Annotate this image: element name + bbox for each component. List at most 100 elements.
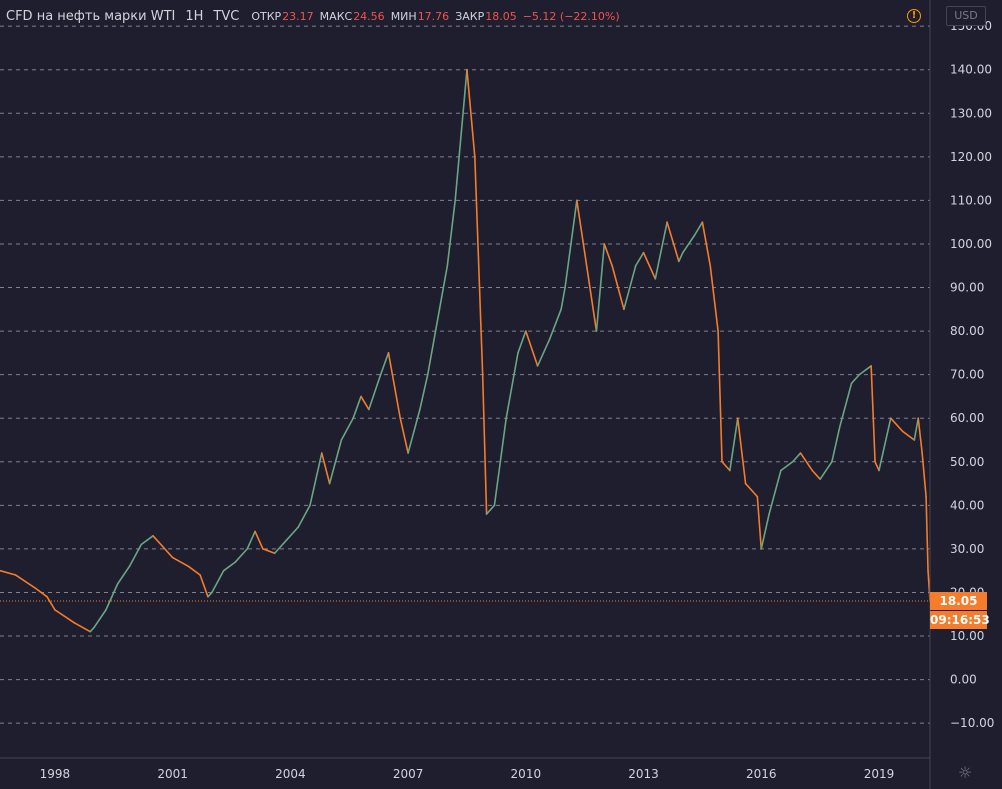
price-segment <box>560 286 566 311</box>
price-segment <box>352 395 362 420</box>
price-segment <box>576 199 586 254</box>
close-value: 18.05 <box>485 9 517 23</box>
price-segment <box>199 574 209 598</box>
price-segment <box>116 565 131 585</box>
price-segment <box>701 221 712 267</box>
price-segment <box>525 330 539 367</box>
price-segment <box>878 417 892 472</box>
price-segment <box>438 264 449 311</box>
price-segment <box>171 556 190 568</box>
x-tick-label: 2004 <box>275 767 306 781</box>
price-segment <box>744 482 759 498</box>
price-segment <box>536 338 551 367</box>
exchange-label: TVC <box>213 8 240 24</box>
price-series <box>0 68 931 633</box>
currency-badge[interactable]: USD <box>946 6 986 26</box>
price-segment <box>811 469 821 480</box>
price-segment <box>297 504 311 528</box>
y-tick-label: 110.00 <box>950 193 992 207</box>
price-segment <box>234 548 249 563</box>
price-segment <box>889 417 904 433</box>
y-tick-label: 130.00 <box>950 106 992 120</box>
x-tick-label: 1998 <box>40 767 71 781</box>
price-segment <box>387 352 402 420</box>
timeframe-label[interactable]: 1H <box>185 8 204 24</box>
price-segment <box>603 243 613 267</box>
price-segment <box>360 395 370 411</box>
y-tick-label: 30.00 <box>950 542 984 556</box>
price-segment <box>89 626 95 633</box>
price-segment <box>721 460 731 472</box>
price-segment <box>768 469 782 515</box>
price-segment <box>485 504 496 515</box>
price-segment <box>505 352 519 420</box>
price-segment <box>466 68 476 158</box>
price-segment <box>623 264 637 311</box>
price-segment <box>921 452 927 498</box>
y-tick-label: 90.00 <box>950 281 984 295</box>
high-label: МАКС <box>319 9 353 23</box>
price-segment <box>709 264 719 332</box>
ohlc-values: ОТКР 23.17 МАКС 24.56 МИН 17.76 ЗАКР 18.… <box>251 10 625 23</box>
price-segment <box>368 373 382 411</box>
price-segment <box>678 251 684 263</box>
gear-icon[interactable]: ☼ <box>957 763 973 782</box>
price-segment <box>901 430 916 441</box>
price-segment <box>309 452 323 507</box>
price-segment <box>128 543 143 568</box>
price-segment <box>273 539 288 555</box>
grid-lines <box>0 25 930 724</box>
price-segment <box>320 452 331 485</box>
price-segment <box>407 408 421 454</box>
price-segment <box>254 530 264 550</box>
price-segment <box>379 352 390 376</box>
price-segment <box>850 373 861 385</box>
price-segment <box>474 156 484 376</box>
price-segment <box>819 460 833 480</box>
y-tick-label: 100.00 <box>950 237 992 251</box>
y-tick-label: 40.00 <box>950 498 984 512</box>
price-segment <box>548 308 562 341</box>
close-label: ЗАКР <box>455 9 485 23</box>
price-segment <box>870 365 876 463</box>
x-tick-label: 2019 <box>864 767 895 781</box>
price-segment <box>838 382 853 428</box>
price-segment <box>152 535 170 555</box>
countdown-label: 09:16:53 <box>930 610 990 629</box>
price-segment <box>207 591 213 598</box>
x-tick-label: 2010 <box>511 767 542 781</box>
price-segment <box>693 221 704 237</box>
y-tick-label: 10.00 <box>950 629 984 643</box>
price-segment <box>791 452 802 463</box>
price-segment <box>73 622 92 633</box>
price-segment <box>666 221 680 263</box>
price-segment <box>642 251 657 280</box>
price-segment <box>0 569 17 576</box>
price-segment <box>105 582 119 611</box>
price-segment <box>595 243 606 332</box>
price-segment <box>46 596 56 611</box>
price-segment <box>426 308 441 376</box>
y-tick-label: 50.00 <box>950 455 984 469</box>
price-segment <box>222 561 237 572</box>
price-segment <box>654 221 668 280</box>
alert-icon[interactable]: ! <box>907 9 921 23</box>
symbol-name[interactable]: CFD на нефть марки WTI <box>6 8 176 24</box>
low-value: 17.76 <box>417 9 450 23</box>
price-segment <box>328 439 343 485</box>
price-segment <box>913 417 920 441</box>
price-segment <box>93 609 107 629</box>
price-segment <box>564 199 578 289</box>
price-segment <box>419 373 429 411</box>
price-segment <box>246 530 256 550</box>
time-axis[interactable]: 1998 2001 2004 2007 2010 2013 2016 2019 <box>40 767 895 781</box>
price-segment <box>760 513 770 550</box>
price-segment <box>780 460 794 472</box>
price-segment <box>717 330 723 463</box>
price-segment <box>925 495 929 572</box>
open-value: 23.17 <box>282 9 314 23</box>
price-segment <box>34 587 48 598</box>
price-segment <box>140 535 154 546</box>
chart-legend: CFD на нефть марки WTI 1H TVC ОТКР 23.17… <box>6 7 626 25</box>
